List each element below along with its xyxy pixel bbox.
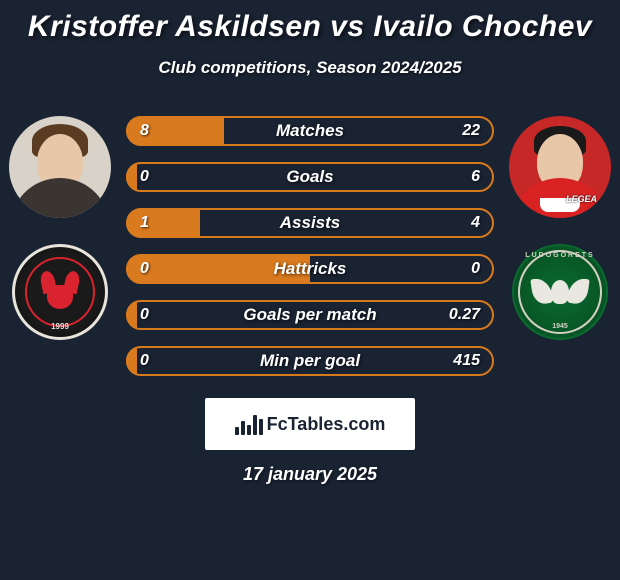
- stat-left-value: 1: [140, 214, 149, 232]
- player-right-avatar: LEGEA: [509, 116, 611, 218]
- brand-badge: FcTables.com: [205, 398, 415, 450]
- stat-right-value: 0: [471, 260, 480, 278]
- stat-label: Goals: [286, 167, 333, 187]
- stat-label: Goals per match: [243, 305, 376, 325]
- club-left-crest: 1999: [12, 244, 108, 340]
- brand-text: FcTables.com: [267, 414, 386, 435]
- page-title: Kristoffer Askildsen vs Ivailo Chochev: [0, 10, 620, 44]
- stat-bar: 1 4 Assists: [126, 208, 494, 238]
- stat-bar: 0 0 Hattricks: [126, 254, 494, 284]
- stat-left-value: 0: [140, 352, 149, 370]
- stat-bar: 0 415 Min per goal: [126, 346, 494, 376]
- stat-bar: 0 6 Goals: [126, 162, 494, 192]
- stat-bar: 0 0.27 Goals per match: [126, 300, 494, 330]
- stat-right-value: 22: [462, 122, 480, 140]
- stat-left-value: 8: [140, 122, 149, 140]
- right-player-column: LEGEA LUDOGORETS 1945: [506, 108, 614, 340]
- comparison-card: Kristoffer Askildsen vs Ivailo Chochev C…: [0, 0, 620, 485]
- brand-icon: [235, 413, 263, 435]
- stat-bar: 8 22 Matches: [126, 116, 494, 146]
- stat-right-value: 0.27: [449, 306, 480, 324]
- stat-right-value: 6: [471, 168, 480, 186]
- stat-left-value: 0: [140, 260, 149, 278]
- club-right-year: 1945: [552, 323, 568, 330]
- stat-label: Assists: [280, 213, 340, 233]
- stat-right-value: 415: [453, 352, 480, 370]
- player-left-avatar: [9, 116, 111, 218]
- kit-brand: LEGEA: [566, 194, 597, 204]
- club-right-crest: LUDOGORETS 1945: [512, 244, 608, 340]
- footer-date: 17 january 2025: [0, 464, 620, 485]
- stat-left-value: 0: [140, 168, 149, 186]
- main-row: 1999 8 22 Matches 0 6 Goals 1 4 Assists 0 0 Hattric…: [0, 108, 620, 376]
- stat-label: Matches: [276, 121, 344, 141]
- subtitle: Club competitions, Season 2024/2025: [0, 58, 620, 78]
- stats-bars: 8 22 Matches 0 6 Goals 1 4 Assists 0 0 Hattricks 0 0.…: [114, 108, 506, 376]
- stat-left-value: 0: [140, 306, 149, 324]
- club-left-year: 1999: [51, 322, 69, 331]
- stat-label: Hattricks: [274, 259, 347, 279]
- stat-label: Min per goal: [260, 351, 360, 371]
- stat-right-value: 4: [471, 214, 480, 232]
- left-player-column: 1999: [6, 108, 114, 340]
